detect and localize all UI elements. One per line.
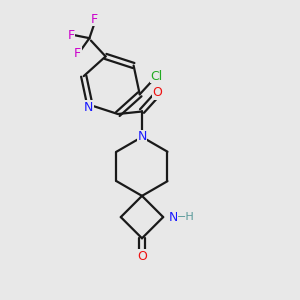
Text: F: F — [68, 29, 75, 42]
Text: O: O — [152, 86, 162, 99]
Text: N: N — [137, 130, 147, 143]
Text: N: N — [84, 101, 93, 114]
Text: O: O — [137, 250, 147, 263]
Text: N: N — [169, 211, 178, 224]
Text: Cl: Cl — [151, 70, 163, 83]
Text: −H: −H — [177, 212, 195, 222]
Text: F: F — [91, 13, 98, 26]
Text: F: F — [74, 47, 81, 60]
